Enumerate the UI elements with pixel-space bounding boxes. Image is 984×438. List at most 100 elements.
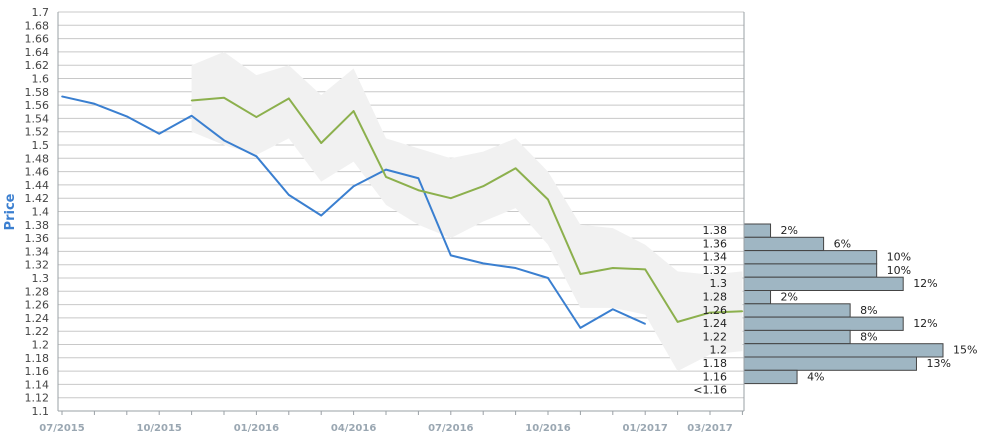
series-1-point (385, 176, 387, 178)
y-tick-label: 1.2 (32, 339, 50, 352)
hist-bar (743, 356, 917, 371)
hist-bar-value: 8% (860, 330, 877, 343)
hist-bar-value: 10% (887, 251, 911, 264)
y-tick-label: 1.64 (25, 46, 50, 59)
axes: 1.11.121.141.161.181.21.221.241.261.281.… (25, 6, 745, 434)
series-1-point (644, 268, 646, 271)
x-tick-label: 01/2017 (622, 423, 667, 434)
hist-bin-label: 1.28 (703, 291, 728, 304)
series-0-point (547, 277, 549, 279)
x-tick-label: 10/2016 (525, 423, 570, 434)
series-1-point (579, 273, 582, 275)
hist-bar (743, 369, 798, 385)
hist-bin-label: 1.32 (703, 264, 728, 277)
series-0-point (417, 177, 420, 180)
hist-bar-value: 8% (860, 304, 877, 317)
y-tick-label: 1.14 (25, 378, 50, 391)
y-tick-label: 1.32 (25, 259, 50, 272)
y-tick-label: 1.46 (25, 166, 50, 179)
y-tick-label: 1.26 (25, 299, 50, 312)
y-tick-label: 1.24 (25, 312, 50, 325)
series-0-point (385, 168, 387, 171)
series-0-point (320, 214, 323, 217)
hist-bin-label: 1.36 (703, 237, 728, 250)
y-tick-label: 1.3 (32, 272, 50, 285)
hist-bar (743, 303, 851, 318)
hist-bar-value: 12% (913, 277, 937, 290)
series-0-point (126, 115, 128, 118)
forecast-band (191, 51, 743, 372)
series-1-point (255, 116, 258, 118)
series-0-point (352, 185, 355, 188)
confidence-band (191, 51, 743, 372)
hist-bin-label: <1.16 (693, 384, 727, 397)
hist-bin-label: 1.26 (703, 304, 728, 317)
series-1-point (320, 142, 323, 144)
hist-bin-label: 1.2 (710, 344, 728, 357)
hist-bar (743, 263, 878, 278)
hist-bar-value: 4% (807, 370, 824, 383)
series-1-point (417, 189, 420, 192)
series-1-point (514, 167, 517, 170)
hist-bar (743, 343, 944, 358)
y-tick-label: 1.12 (25, 392, 50, 405)
series-line-1 (191, 96, 743, 323)
hist-bar (743, 329, 851, 345)
hist-bar-value: 6% (834, 237, 851, 250)
hist-bin-label: 1.16 (703, 370, 728, 383)
x-tick-label: 01/2016 (234, 423, 279, 434)
y-axis-label: Price (3, 193, 18, 230)
hist-bin-label: 1.38 (703, 224, 728, 237)
series-1-point (612, 267, 614, 269)
hist-bar-value: 15% (953, 344, 977, 357)
hist-bin-label: 1.3 (710, 277, 728, 290)
series-0-point (612, 308, 614, 311)
hist-bar (743, 223, 772, 238)
x-tick-label: 10/2015 (136, 423, 181, 434)
series-0-point (255, 155, 258, 158)
series-0-point (450, 254, 452, 257)
x-tick-label: 03/2017 (687, 423, 732, 434)
hist-bin-label: 1.18 (703, 357, 728, 370)
y-tick-label: 1.7 (32, 6, 50, 19)
x-tick-label: 04/2016 (331, 423, 376, 434)
series-0-point (93, 102, 96, 105)
hist-bin-label: 1.24 (703, 317, 728, 330)
series-0-point (158, 132, 160, 135)
y-tick-label: 1.48 (25, 152, 50, 165)
histogram: 1.38 2% 1.36 6% 1.34 10% 1.32 10% 1.3 12% 1.28 2% 1.… (693, 223, 977, 397)
series-1-point (352, 110, 355, 112)
y-tick-label: 1.36 (25, 232, 50, 245)
y-tick-label: 1.62 (25, 59, 50, 72)
series-1-point (288, 97, 290, 100)
hist-bar-value: 13% (926, 357, 950, 370)
y-tick-label: 1.54 (25, 112, 50, 125)
hist-bar (743, 236, 825, 252)
series-1-point (450, 197, 452, 199)
y-tick-label: 1.16 (25, 365, 50, 378)
y-tick-label: 1.6 (32, 73, 50, 86)
hist-bar-value: 12% (913, 317, 937, 330)
series-1-point (741, 310, 744, 313)
series-0-point (190, 114, 193, 117)
hist-bar-value: 2% (781, 291, 798, 304)
series-1-point (223, 96, 225, 99)
series-0-point (288, 194, 290, 196)
hist-bar-value: 10% (887, 264, 911, 277)
series-0-point (644, 323, 646, 325)
series-0-point (579, 327, 582, 329)
y-tick-label: 1.38 (25, 219, 50, 232)
x-tick-label: 07/2015 (39, 423, 84, 434)
series-1-point (676, 321, 679, 323)
hist-bin-label: 1.22 (703, 330, 728, 343)
y-tick-label: 1.58 (25, 86, 50, 99)
y-tick-label: 1.68 (25, 19, 50, 32)
y-tick-label: 1.18 (25, 352, 50, 365)
series-0-point (514, 267, 517, 269)
hist-bar-value: 2% (781, 224, 798, 237)
y-tick-label: 1.66 (25, 33, 50, 46)
y-tick-label: 1.56 (25, 99, 50, 112)
series-lines (61, 95, 744, 329)
series-0-point (61, 95, 63, 98)
